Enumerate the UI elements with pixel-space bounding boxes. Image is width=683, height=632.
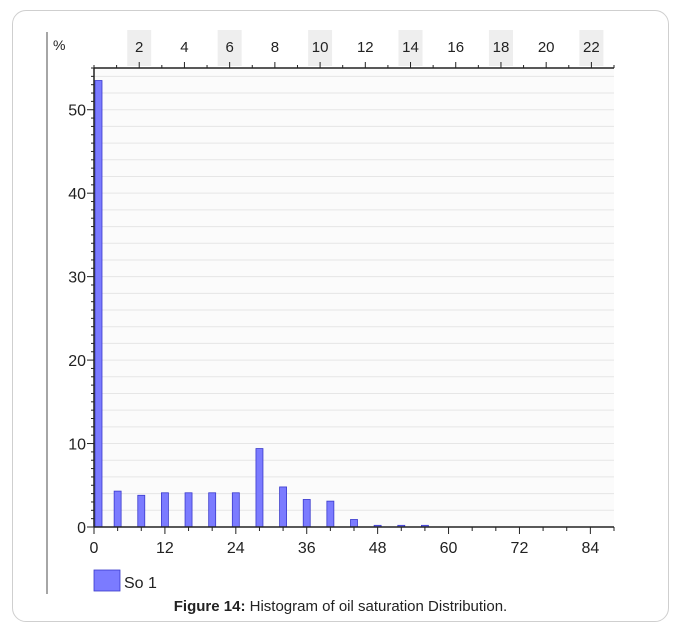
histogram-bar	[113, 490, 122, 528]
histogram-bar	[279, 486, 287, 528]
caption-label: Figure 14:	[173, 598, 246, 615]
y-axis-tick-label: 30	[68, 270, 86, 287]
y-axis-tick-label: 40	[68, 186, 86, 203]
top-axis-band	[579, 30, 604, 66]
top-axis-tick-label: 8	[271, 39, 279, 56]
histogram-bar	[302, 499, 311, 528]
x-axis-tick-label: 36	[298, 540, 316, 557]
figure-caption: Figure 14: Histogram of oil saturation D…	[12, 598, 669, 615]
histogram-bar	[137, 494, 146, 528]
top-axis-tick-label: 20	[538, 39, 555, 56]
top-axis-tick-label: 2	[135, 39, 143, 56]
histogram-bar	[231, 492, 240, 528]
x-axis-tick-label: 84	[581, 540, 599, 557]
histogram-bar	[208, 492, 217, 528]
top-axis-tick-label: 6	[225, 39, 233, 56]
top-axis-band	[308, 30, 333, 66]
top-axis-tick-label: 14	[402, 39, 419, 56]
y-axis-unit-label: %	[53, 37, 65, 53]
y-axis-tick-label: 50	[68, 103, 86, 120]
top-axis-band	[217, 30, 242, 66]
x-axis-tick-label: 48	[369, 540, 387, 557]
x-axis-tick-label: 0	[90, 540, 99, 557]
top-axis-tick-label: 12	[357, 39, 374, 56]
x-axis-tick-label: 60	[440, 540, 458, 557]
top-axis-tick-label: 10	[312, 39, 329, 56]
top-axis-tick-label: 18	[493, 39, 510, 56]
y-axis-tick-label: 10	[68, 437, 86, 454]
y-axis-tick-label: 20	[68, 353, 86, 370]
plot-area	[94, 68, 614, 527]
caption-text: Histogram of oil saturation Distribution…	[245, 598, 508, 615]
legend-label: So 1	[124, 575, 157, 592]
top-axis-band	[127, 30, 152, 66]
legend-swatch	[93, 569, 121, 592]
x-axis-tick-label: 12	[156, 540, 174, 557]
histogram-bar	[255, 448, 264, 528]
histogram-bar	[94, 80, 103, 528]
histogram-bar	[326, 500, 335, 528]
top-axis-tick-label: 16	[447, 39, 464, 56]
x-axis-tick-label: 24	[227, 540, 245, 557]
histogram-bar	[184, 492, 193, 528]
top-axis-tick-label: 4	[180, 39, 188, 56]
top-axis-band	[488, 30, 513, 66]
x-axis-tick-label: 72	[511, 540, 529, 557]
top-axis-band	[398, 30, 423, 66]
top-axis-tick-label: 22	[583, 39, 600, 56]
histogram-bar	[350, 519, 358, 528]
histogram-bar	[161, 492, 169, 528]
y-axis-tick-label: 0	[77, 520, 86, 537]
